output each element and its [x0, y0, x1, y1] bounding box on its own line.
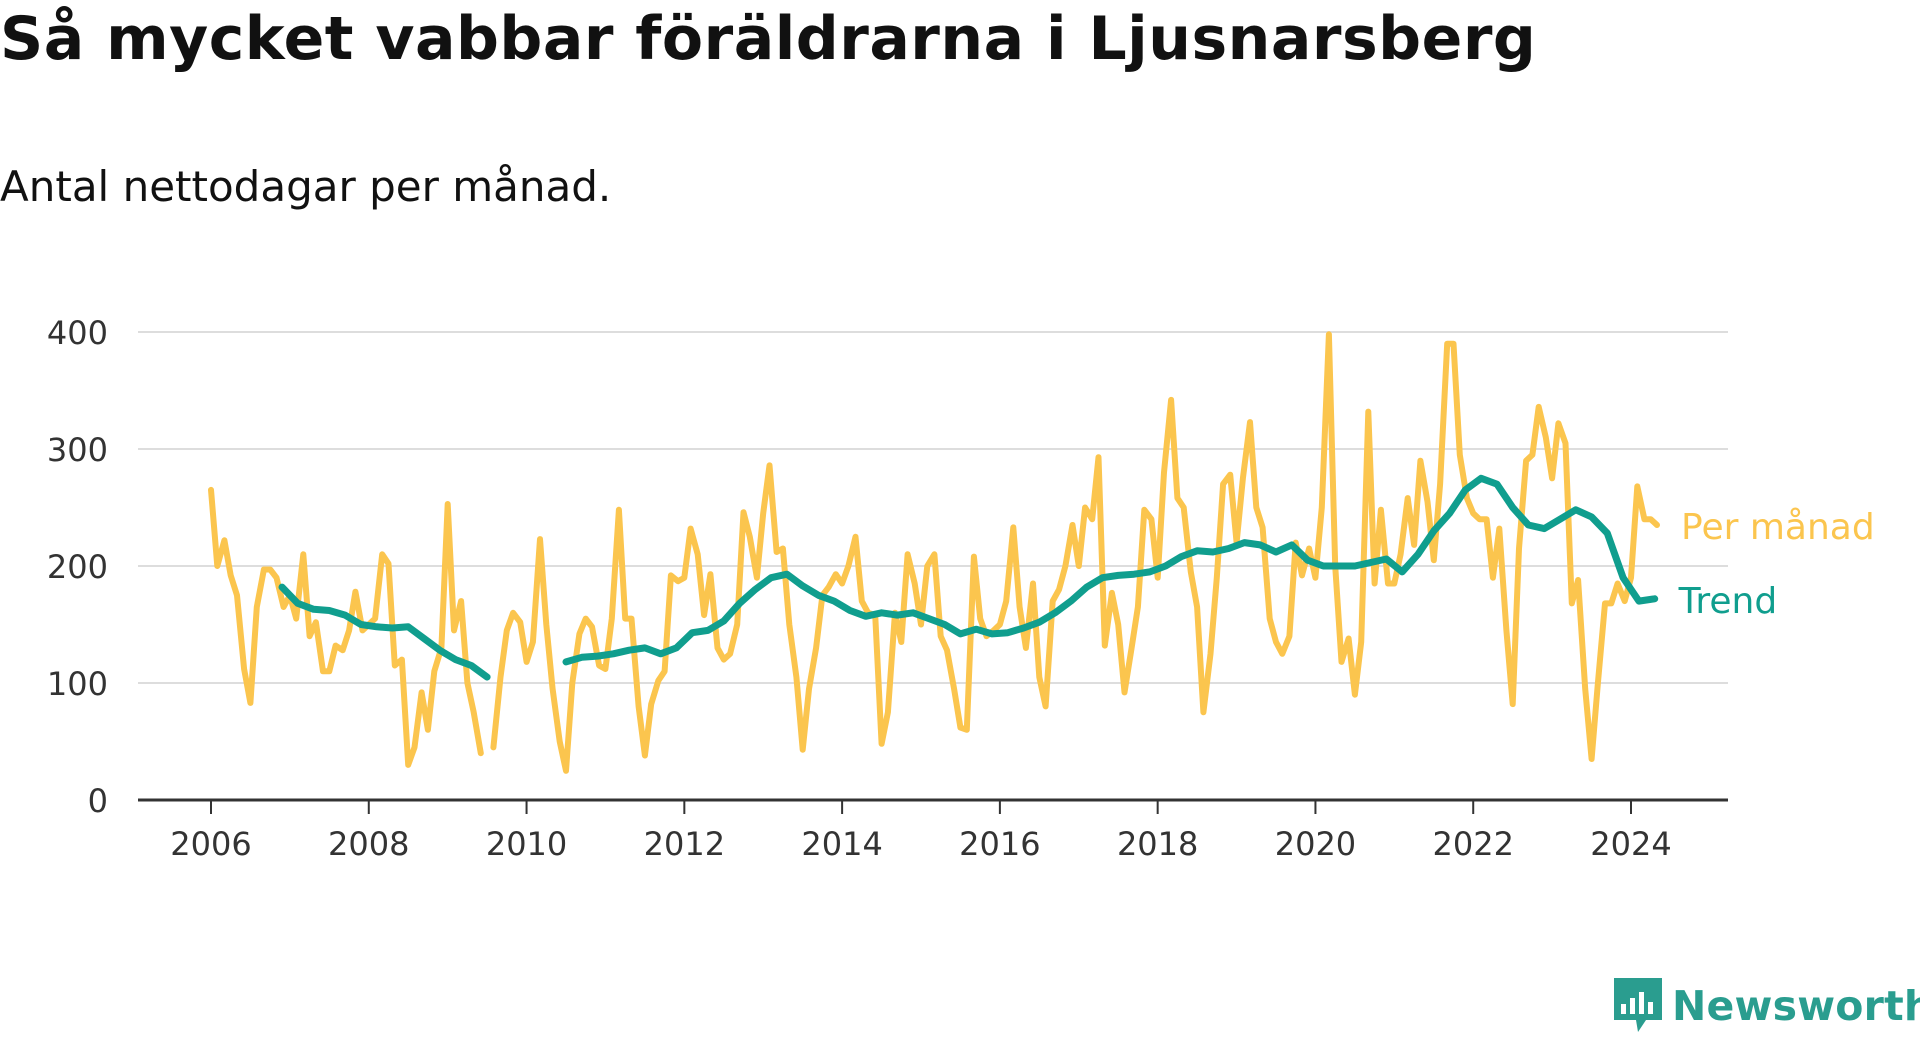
x-tick-label: 2008	[328, 825, 409, 863]
x-tick-label: 2024	[1590, 825, 1671, 863]
y-tick-label: 0	[88, 782, 108, 820]
y-tick-label: 400	[47, 314, 108, 352]
x-tick-label: 2016	[959, 825, 1040, 863]
newsworthy-logo-icon	[1614, 978, 1662, 1032]
brand: Newsworthy	[1612, 976, 1920, 1036]
series-label: Per månad	[1681, 507, 1875, 548]
x-tick-label: 2012	[644, 825, 725, 863]
series-label: Trend	[1678, 581, 1778, 622]
y-tick-label: 200	[47, 548, 108, 586]
x-tick-label: 2006	[170, 825, 251, 863]
x-tick-label: 2018	[1117, 825, 1198, 863]
x-tick-label: 2010	[486, 825, 567, 863]
chart-title: Så mycket vabbar föräldrarna i Ljusnarsb…	[0, 4, 1537, 74]
x-tick-label: 2022	[1433, 825, 1514, 863]
series-line-trend	[278, 474, 1659, 681]
y-tick-label: 100	[47, 665, 108, 703]
chart-subtitle: Antal nettodagar per månad.	[0, 162, 612, 211]
brand-name: Newsworthy	[1672, 982, 1920, 1030]
x-tick-label: 2020	[1275, 825, 1356, 863]
x-tick-label: 2014	[801, 825, 882, 863]
series-line-per-manad	[208, 331, 1660, 774]
y-tick-label: 300	[47, 431, 108, 469]
